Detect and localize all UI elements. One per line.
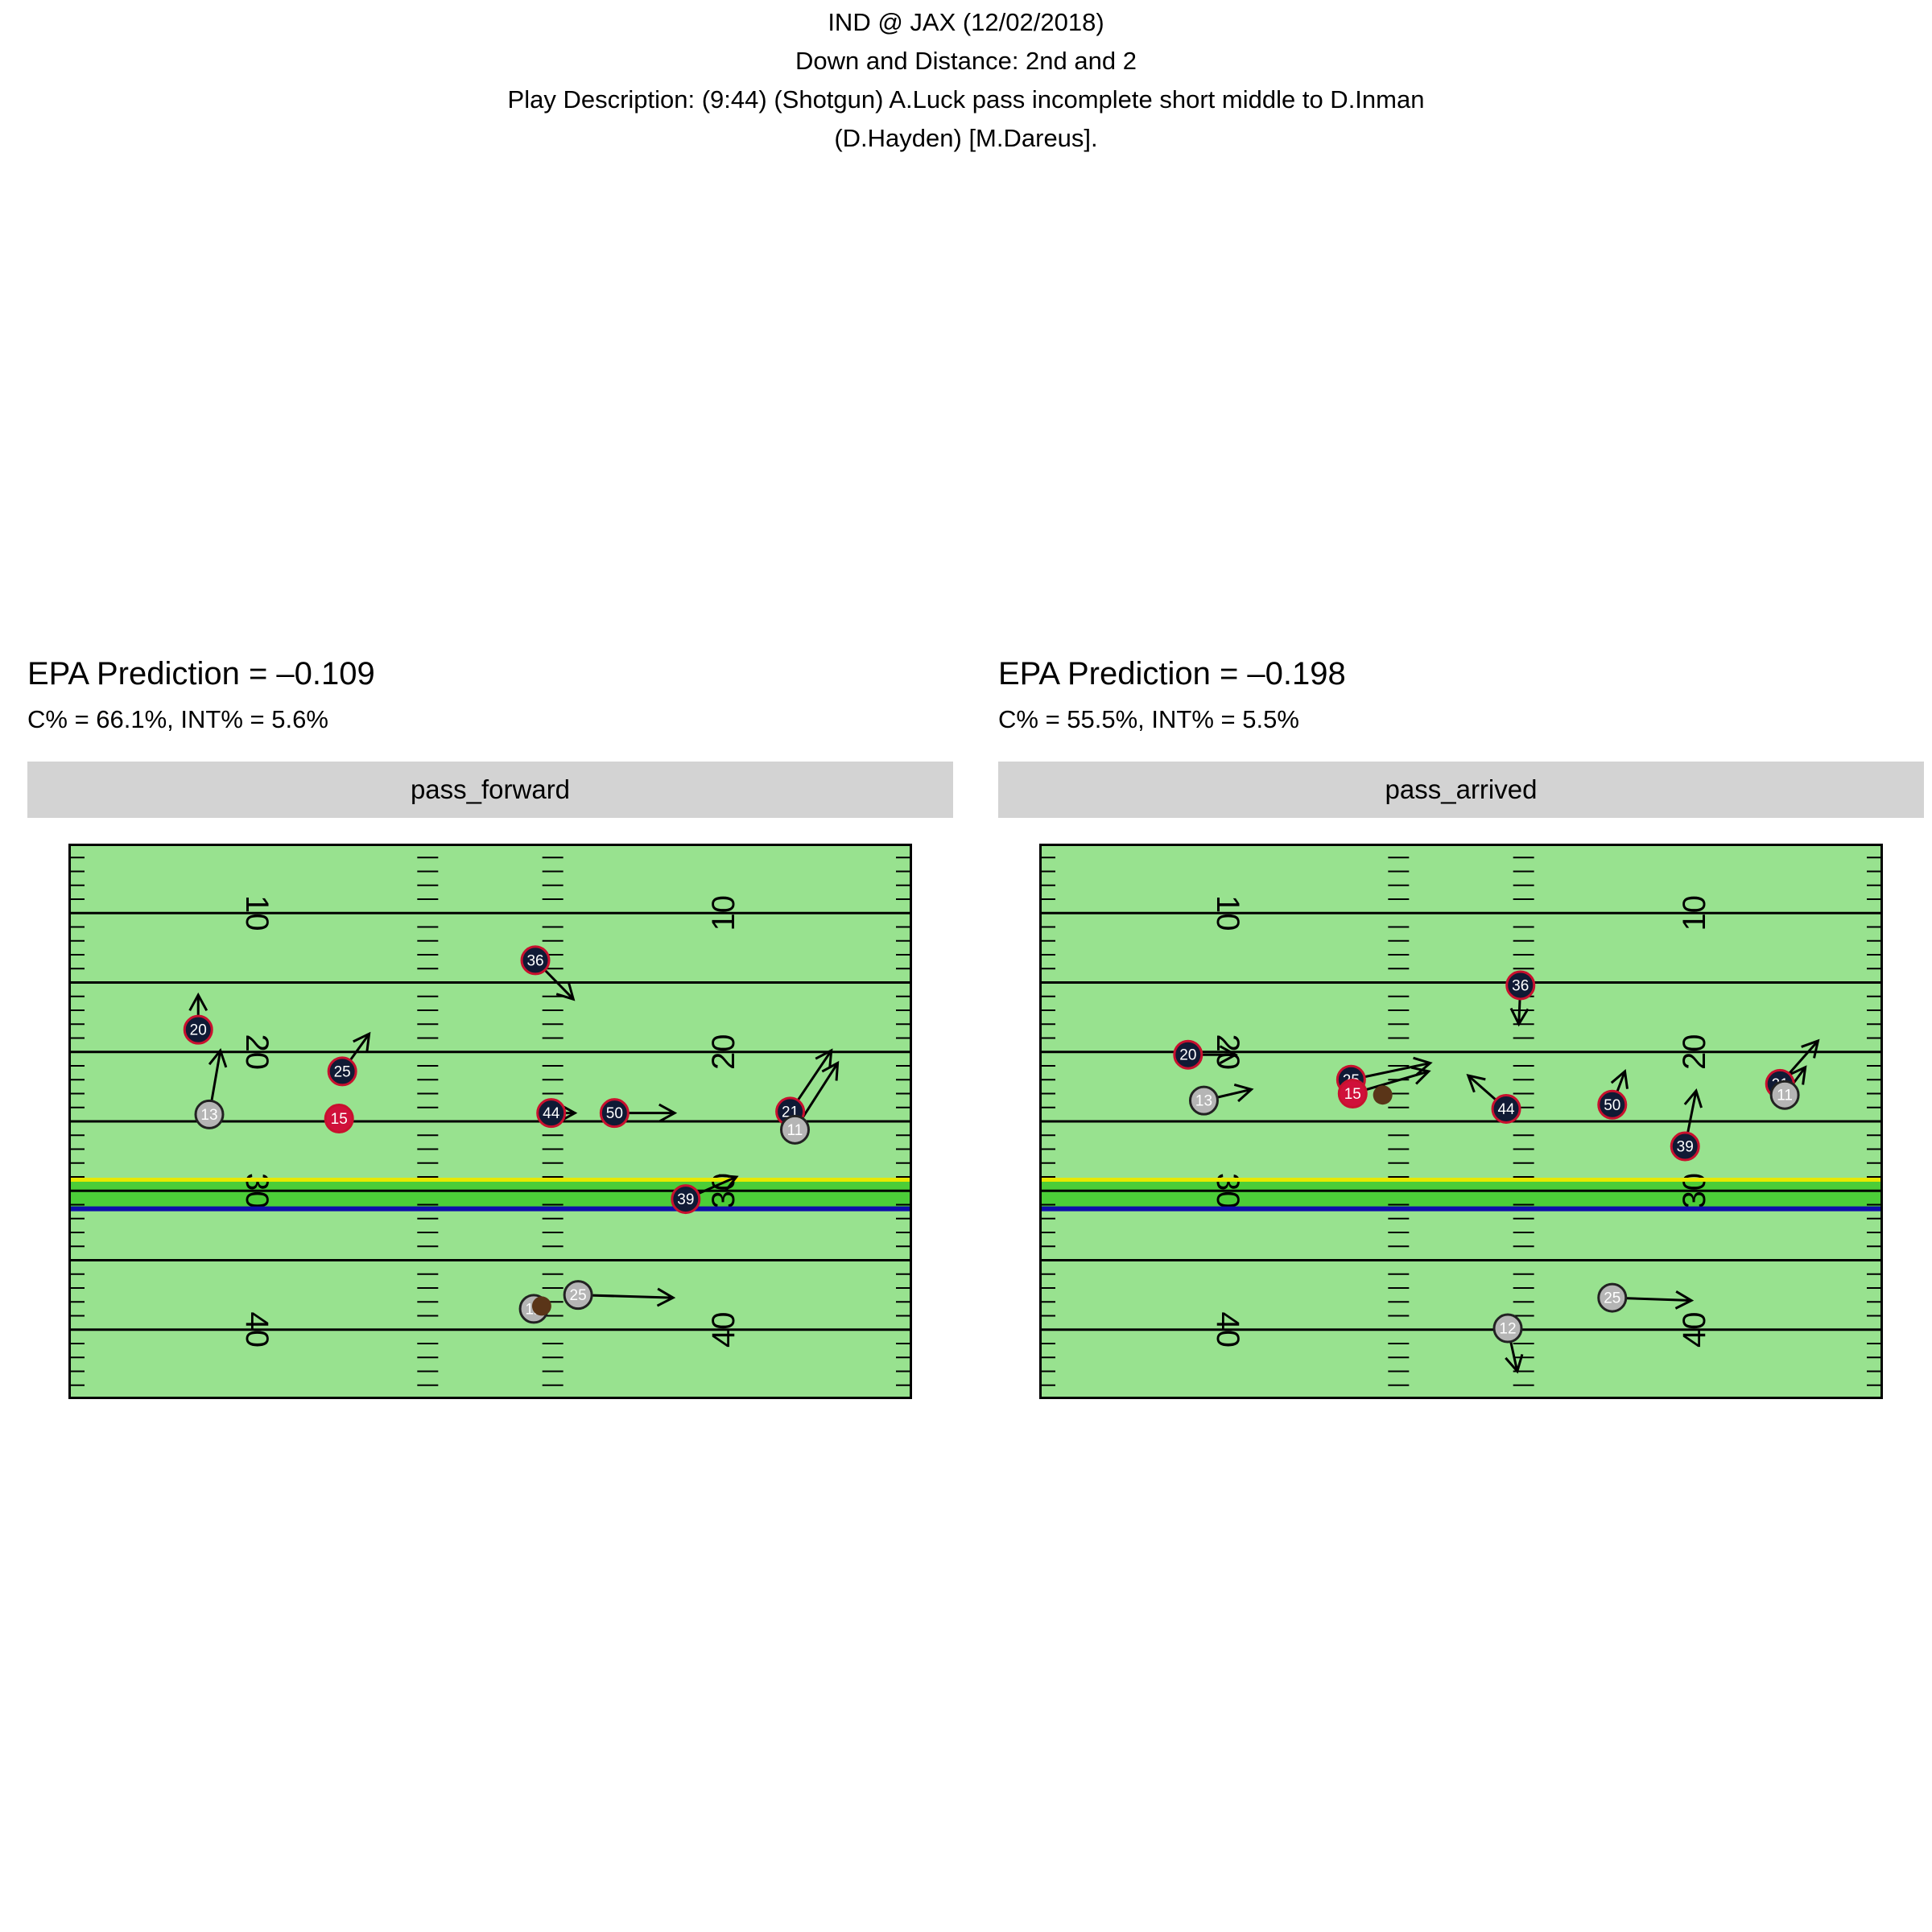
player-marker: 44	[1491, 1093, 1521, 1124]
football	[1373, 1085, 1393, 1105]
player-velocity-arrow	[578, 1287, 676, 1307]
player-number: 25	[570, 1287, 587, 1304]
player-number: 13	[1195, 1093, 1212, 1110]
field-plot: 1010202030304040362013251544502111392512	[68, 844, 912, 1399]
yard-number: 10	[1677, 895, 1712, 931]
player-number: 25	[1604, 1290, 1620, 1307]
player-number: 39	[1677, 1139, 1694, 1156]
field-plot: 1010202030304040362013251544502111392512	[1039, 844, 1883, 1399]
epa-prediction: EPA Prediction = –0.109	[27, 656, 375, 691]
football	[531, 1296, 551, 1316]
player-number: 36	[1512, 977, 1529, 994]
yard-number: 40	[1677, 1312, 1712, 1348]
player-number: 36	[526, 952, 543, 969]
yard-number: 20	[1677, 1034, 1712, 1071]
player-number: 44	[543, 1105, 560, 1122]
player-marker: 20	[183, 1014, 213, 1045]
player-marker: 25	[1597, 1282, 1628, 1313]
facet-label: pass_arrived	[998, 762, 1924, 818]
yard-number: 40	[1210, 1312, 1245, 1348]
facet-label: pass_forward	[27, 762, 953, 818]
player-marker: 11	[779, 1114, 810, 1145]
player-marker: 11	[1769, 1080, 1800, 1110]
player-number: 25	[334, 1063, 351, 1080]
play-description-line-1: Play Description: (9:44) (Shotgun) A.Luc…	[507, 85, 1425, 114]
player-number: 20	[1179, 1047, 1196, 1064]
player-number: 12	[1499, 1321, 1516, 1338]
player-marker: 44	[536, 1098, 567, 1129]
player-marker: 12	[1492, 1313, 1523, 1344]
player-number: 44	[1497, 1101, 1515, 1118]
yard-number: 10	[706, 895, 741, 931]
yard-number: 40	[239, 1312, 275, 1348]
epa-prediction: EPA Prediction = –0.198	[998, 656, 1346, 691]
player-marker: 36	[520, 945, 551, 976]
figure-header: IND @ JAX (12/02/2018) Down and Distance…	[0, 0, 1932, 158]
panel-pass-arrived: EPA Prediction = –0.198 C% = 55.5%, INT%…	[998, 654, 1924, 1399]
yard-number: 20	[706, 1034, 741, 1071]
player-marker: 39	[671, 1184, 701, 1215]
yard-number: 10	[1210, 895, 1245, 931]
yard-number: 40	[706, 1312, 741, 1348]
player-marker: 50	[1597, 1089, 1628, 1120]
yard-number: 20	[239, 1034, 275, 1071]
player-marker: 25	[563, 1280, 593, 1311]
player-marker: 25	[327, 1056, 357, 1087]
down-distance: Down and Distance: 2nd and 2	[795, 47, 1137, 75]
player-number: 50	[1604, 1097, 1620, 1114]
field-border	[1039, 844, 1883, 1399]
field-border	[68, 844, 912, 1399]
yard-number: 10	[239, 895, 275, 931]
first-down-zone	[1039, 1179, 1883, 1209]
player-marker: 15	[1337, 1079, 1368, 1108]
yard-number: 20	[1210, 1034, 1245, 1071]
player-number: 39	[677, 1191, 694, 1208]
player-number: 11	[1777, 1088, 1793, 1104]
player-marker: 20	[1173, 1039, 1203, 1070]
player-marker: 50	[599, 1098, 630, 1129]
game-title: IND @ JAX (12/02/2018)	[828, 8, 1104, 36]
panel-pass-forward: EPA Prediction = –0.109 C% = 66.1%, INT%…	[27, 654, 953, 1399]
first-down-zone	[68, 1179, 912, 1209]
player-marker: 13	[1188, 1085, 1219, 1116]
player-number: 50	[606, 1105, 623, 1122]
player-number: 13	[200, 1107, 217, 1124]
completion-int-probabilities: C% = 55.5%, INT% = 5.5%	[998, 705, 1299, 733]
completion-int-probabilities: C% = 66.1%, INT% = 5.6%	[27, 705, 328, 733]
player-number: 20	[190, 1022, 207, 1039]
play-description-line-2: (D.Hayden) [M.Dareus].	[834, 124, 1098, 152]
player-marker: 13	[194, 1099, 225, 1129]
player-marker: 36	[1505, 970, 1536, 1001]
player-number: 11	[787, 1122, 803, 1139]
player-marker: 39	[1670, 1131, 1700, 1162]
player-number: 15	[1344, 1086, 1361, 1103]
player-marker: 15	[324, 1104, 354, 1134]
player-number: 15	[331, 1111, 348, 1128]
